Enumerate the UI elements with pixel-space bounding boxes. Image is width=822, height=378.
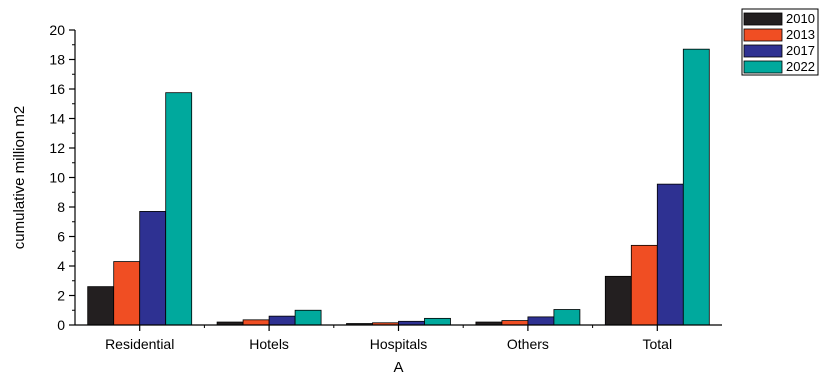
y-tick-label: 6 — [57, 229, 65, 245]
bar-2022-hospitals — [424, 317, 451, 326]
y-axis-ticks: 0 2 4 6 8 10 12 14 16 18 20 — [49, 22, 75, 333]
legend-swatch-2010 — [743, 12, 783, 26]
y-tick-label: 16 — [49, 81, 65, 97]
bar-2017-others — [527, 316, 555, 326]
bar-2013-others — [501, 320, 529, 326]
bar-2022-residential — [165, 92, 193, 326]
x-tick-label: Hotels — [249, 336, 289, 352]
bar-2010-residential — [87, 286, 115, 326]
y-tick-label: 8 — [57, 199, 65, 215]
bar-2017-residential — [139, 211, 167, 326]
y-axis-label: cumulative million m2 — [11, 106, 28, 249]
y-tick-label: 2 — [57, 288, 65, 304]
bar-2013-hotels — [242, 319, 270, 326]
y-tick-label: 10 — [49, 170, 65, 186]
bar-2022-others — [553, 309, 581, 326]
bar-2022-hotels — [294, 309, 322, 326]
x-axis-ticks: Residential Hotels Hospitals Others Total — [105, 325, 672, 352]
x-axis-label: A — [393, 359, 403, 376]
bar-2017-hotels — [268, 315, 296, 326]
bars-layer — [87, 48, 710, 326]
legend-label-2010: 2010 — [786, 11, 815, 26]
y-tick-label: 4 — [57, 258, 65, 274]
bar-2013-total — [630, 244, 658, 326]
legend-swatch-2013 — [743, 28, 783, 42]
y-tick-label: 12 — [49, 140, 65, 156]
x-tick-label: Residential — [105, 336, 174, 352]
bar-2010-total — [604, 275, 632, 326]
legend-swatch-2022 — [743, 60, 783, 74]
bar-2013-residential — [113, 261, 141, 326]
y-tick-label: 0 — [57, 317, 65, 333]
bar-2017-total — [656, 183, 684, 326]
bar-2022-total — [682, 48, 710, 326]
x-tick-label: Others — [507, 336, 549, 352]
legend-label-2022: 2022 — [786, 59, 815, 74]
x-tick-label: Hospitals — [370, 336, 428, 352]
legend-label-2013: 2013 — [786, 27, 815, 42]
y-tick-label: 18 — [49, 52, 65, 68]
legend-swatch-2017 — [743, 44, 783, 58]
legend-label-2017: 2017 — [786, 43, 815, 58]
x-tick-label: Total — [643, 336, 673, 352]
y-tick-label: 14 — [49, 111, 65, 127]
y-tick-label: 20 — [49, 22, 65, 38]
